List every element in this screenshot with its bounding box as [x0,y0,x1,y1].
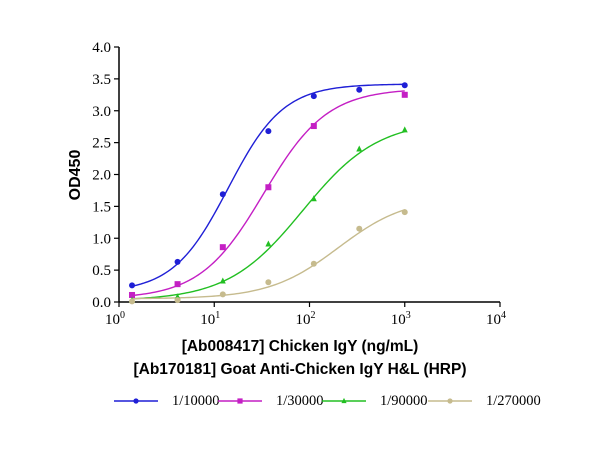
data-point [401,126,408,133]
data-point [401,82,408,89]
data-point [265,128,272,135]
x-tick-label: 100 [105,310,125,328]
data-point [129,282,136,289]
legend-swatch-circle-icon [428,398,472,404]
data-point [174,281,181,288]
y-tick-label: 0.5 [92,263,111,279]
data-point [219,277,226,284]
data-point [310,260,317,267]
legend-swatch-circle-icon [114,398,158,404]
legend: 1/10000 1/30000 1/90000 1/270000 [110,390,570,412]
x-tick-label: 103 [391,310,411,328]
y-tick-label: 0.0 [92,295,111,311]
legend-item-1: 1/10000 [114,390,220,412]
y-tick-label: 3.0 [92,104,111,120]
x-tick-label: 101 [200,310,220,328]
data-points [129,82,408,305]
data-point [310,93,317,100]
legend-label: 1/30000 [276,392,324,409]
y-tick-label: 3.5 [92,72,111,88]
data-point [265,240,272,247]
legend-item-4: 1/270000 [428,390,541,412]
y-tick-label: 2.5 [92,136,111,152]
legend-label: 1/10000 [172,392,220,409]
fit-curve-2 [131,90,405,297]
y-tick-label: 1.0 [92,231,111,247]
fit-curves [131,83,405,300]
legend-item-2: 1/30000 [218,390,324,412]
data-point [219,244,226,251]
data-point [310,195,317,202]
data-point [219,191,226,198]
fit-curve-3 [131,130,405,300]
x-axis-subtitle: [Ab170181] Goat Anti-Chicken IgY H&L (HR… [133,361,467,378]
axes: 0.0 0.5 1.0 1.5 2.0 2.5 3.0 3.5 4.0 100 101 102 103 1… [92,40,506,328]
y-tick-label: 1.5 [92,199,111,215]
data-point [356,145,363,152]
x-tick-label: 104 [486,310,506,328]
data-point [356,86,363,93]
legend-label: 1/270000 [486,392,541,409]
x-tick-label: 102 [296,310,316,328]
x-axis-title: [Ab008417] Chicken IgY (ng/mL) [181,338,419,355]
legend-label: 1/90000 [380,392,428,409]
legend-swatch-square-icon [218,398,262,404]
legend-item-3: 1/90000 [322,390,428,412]
data-point [174,258,181,265]
y-tick-label: 2.0 [92,168,111,184]
legend-swatch-triangle-icon [322,397,366,404]
data-point [265,279,272,286]
y-tick-label: 4.0 [92,40,111,56]
data-point [310,123,317,130]
data-point [174,297,181,304]
data-point [129,298,136,305]
data-point [356,225,363,232]
y-axis-label: OD450 [67,150,84,201]
data-point [401,91,408,98]
data-point [219,291,226,298]
data-point [265,184,272,191]
data-point [129,291,136,298]
data-point [401,209,408,216]
